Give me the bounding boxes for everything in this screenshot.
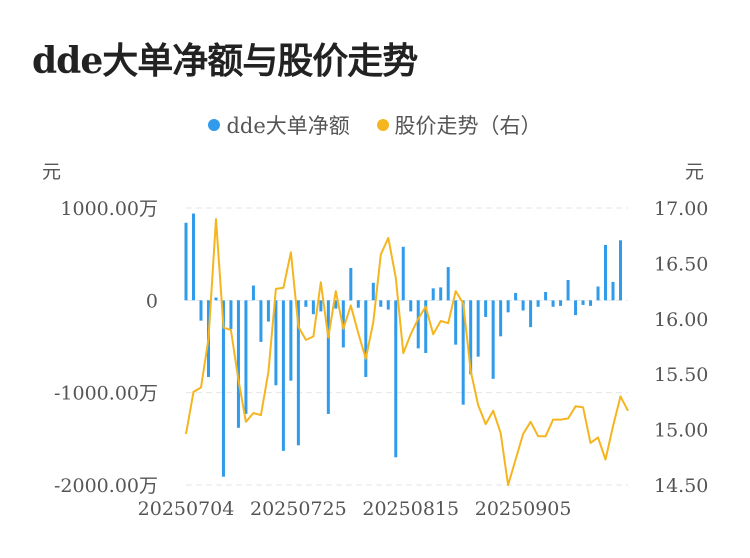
right-axis-unit: 元 bbox=[685, 161, 704, 183]
dde-bar bbox=[536, 300, 540, 307]
dde-bar bbox=[619, 240, 623, 301]
right-tick-label: 15.00 bbox=[654, 420, 708, 442]
dde-bar bbox=[484, 300, 488, 317]
dde-bar bbox=[566, 280, 570, 301]
legend-dot-yellow-icon bbox=[376, 119, 389, 131]
dde-bar bbox=[476, 300, 480, 357]
dde-bar bbox=[394, 300, 398, 458]
dde-bar bbox=[401, 246, 405, 301]
dde-bar bbox=[334, 300, 338, 309]
dde-bar bbox=[581, 300, 585, 305]
dde-bar bbox=[551, 300, 555, 307]
right-tick-label: 16.00 bbox=[654, 309, 708, 331]
legend-item-dde[interactable]: dde大单净额 bbox=[208, 110, 350, 140]
dde-bar bbox=[499, 300, 503, 337]
dde-bar bbox=[559, 300, 563, 306]
dde-bar bbox=[491, 300, 495, 379]
dde-bar bbox=[514, 292, 518, 301]
dde-bar bbox=[386, 300, 390, 310]
dde-bar bbox=[439, 287, 443, 301]
legend-label-dde: dde大单净额 bbox=[226, 114, 350, 138]
legend: dde大单净额 股价走势（右） bbox=[0, 110, 750, 140]
dde-bar bbox=[289, 300, 293, 381]
left-tick-label: -1000.00万 bbox=[54, 383, 158, 405]
x-tick-label: 20250704 bbox=[138, 498, 235, 520]
chart-title: dde大单净额与股价走势 bbox=[32, 40, 418, 82]
x-tick-label: 20250725 bbox=[250, 498, 347, 520]
dde-bar bbox=[244, 300, 248, 414]
right-tick-label: 14.50 bbox=[654, 475, 708, 497]
dde-bar bbox=[424, 300, 428, 353]
dde-bar bbox=[364, 300, 368, 377]
dde-bar bbox=[236, 300, 240, 428]
dde-bar bbox=[274, 300, 278, 386]
dde-bar bbox=[544, 292, 548, 301]
dde-bar bbox=[521, 300, 525, 311]
dde-bar bbox=[281, 300, 285, 451]
dde-bar bbox=[221, 300, 225, 477]
right-tick-label: 16.50 bbox=[654, 253, 708, 275]
left-tick-label: -2000.00万 bbox=[54, 475, 158, 497]
dde-bar bbox=[266, 300, 270, 322]
legend-label-price: 股价走势（右） bbox=[394, 114, 542, 138]
dde-bar bbox=[214, 297, 218, 301]
dde-bar bbox=[349, 268, 353, 301]
dde-bar bbox=[304, 300, 308, 307]
dde-bar bbox=[596, 286, 600, 301]
dde-bar bbox=[431, 288, 435, 301]
dde-bar bbox=[611, 281, 615, 301]
dde-bar bbox=[251, 285, 255, 301]
dde-bar bbox=[379, 300, 383, 307]
right-tick-label: 17.00 bbox=[654, 198, 708, 220]
dde-bar bbox=[326, 300, 330, 414]
dde-bar bbox=[296, 300, 300, 446]
x-tick-label: 20250815 bbox=[362, 498, 459, 520]
dde-bar bbox=[229, 300, 233, 329]
dde-bar bbox=[446, 267, 450, 301]
dde-bar bbox=[311, 300, 315, 315]
dde-bar bbox=[454, 300, 458, 345]
dde-bar bbox=[574, 300, 578, 316]
dde-bar bbox=[199, 300, 203, 321]
right-tick-label: 15.50 bbox=[654, 364, 708, 386]
x-tick-label: 20250905 bbox=[475, 498, 572, 520]
dde-bar bbox=[356, 300, 360, 308]
dde-bar bbox=[319, 300, 323, 312]
dde-bar bbox=[506, 300, 510, 313]
dde-bar bbox=[371, 282, 375, 301]
dde-bar bbox=[589, 300, 593, 306]
dde-bar bbox=[409, 300, 413, 312]
dde-bar bbox=[529, 300, 533, 328]
dde-bar bbox=[259, 300, 263, 342]
price-line bbox=[185, 218, 629, 486]
left-axis-unit: 元 bbox=[42, 161, 61, 183]
legend-dot-blue-icon bbox=[208, 119, 221, 131]
dde-bar bbox=[416, 300, 420, 349]
left-tick-label: 1000.00万 bbox=[60, 198, 158, 220]
dde-bar bbox=[604, 244, 608, 301]
dde-bar bbox=[469, 300, 473, 375]
dde-bar bbox=[461, 300, 465, 405]
dde-bar bbox=[191, 213, 195, 301]
dde-bar bbox=[184, 222, 188, 301]
legend-item-price[interactable]: 股价走势（右） bbox=[376, 110, 542, 140]
left-tick-label: 0 bbox=[146, 290, 158, 312]
